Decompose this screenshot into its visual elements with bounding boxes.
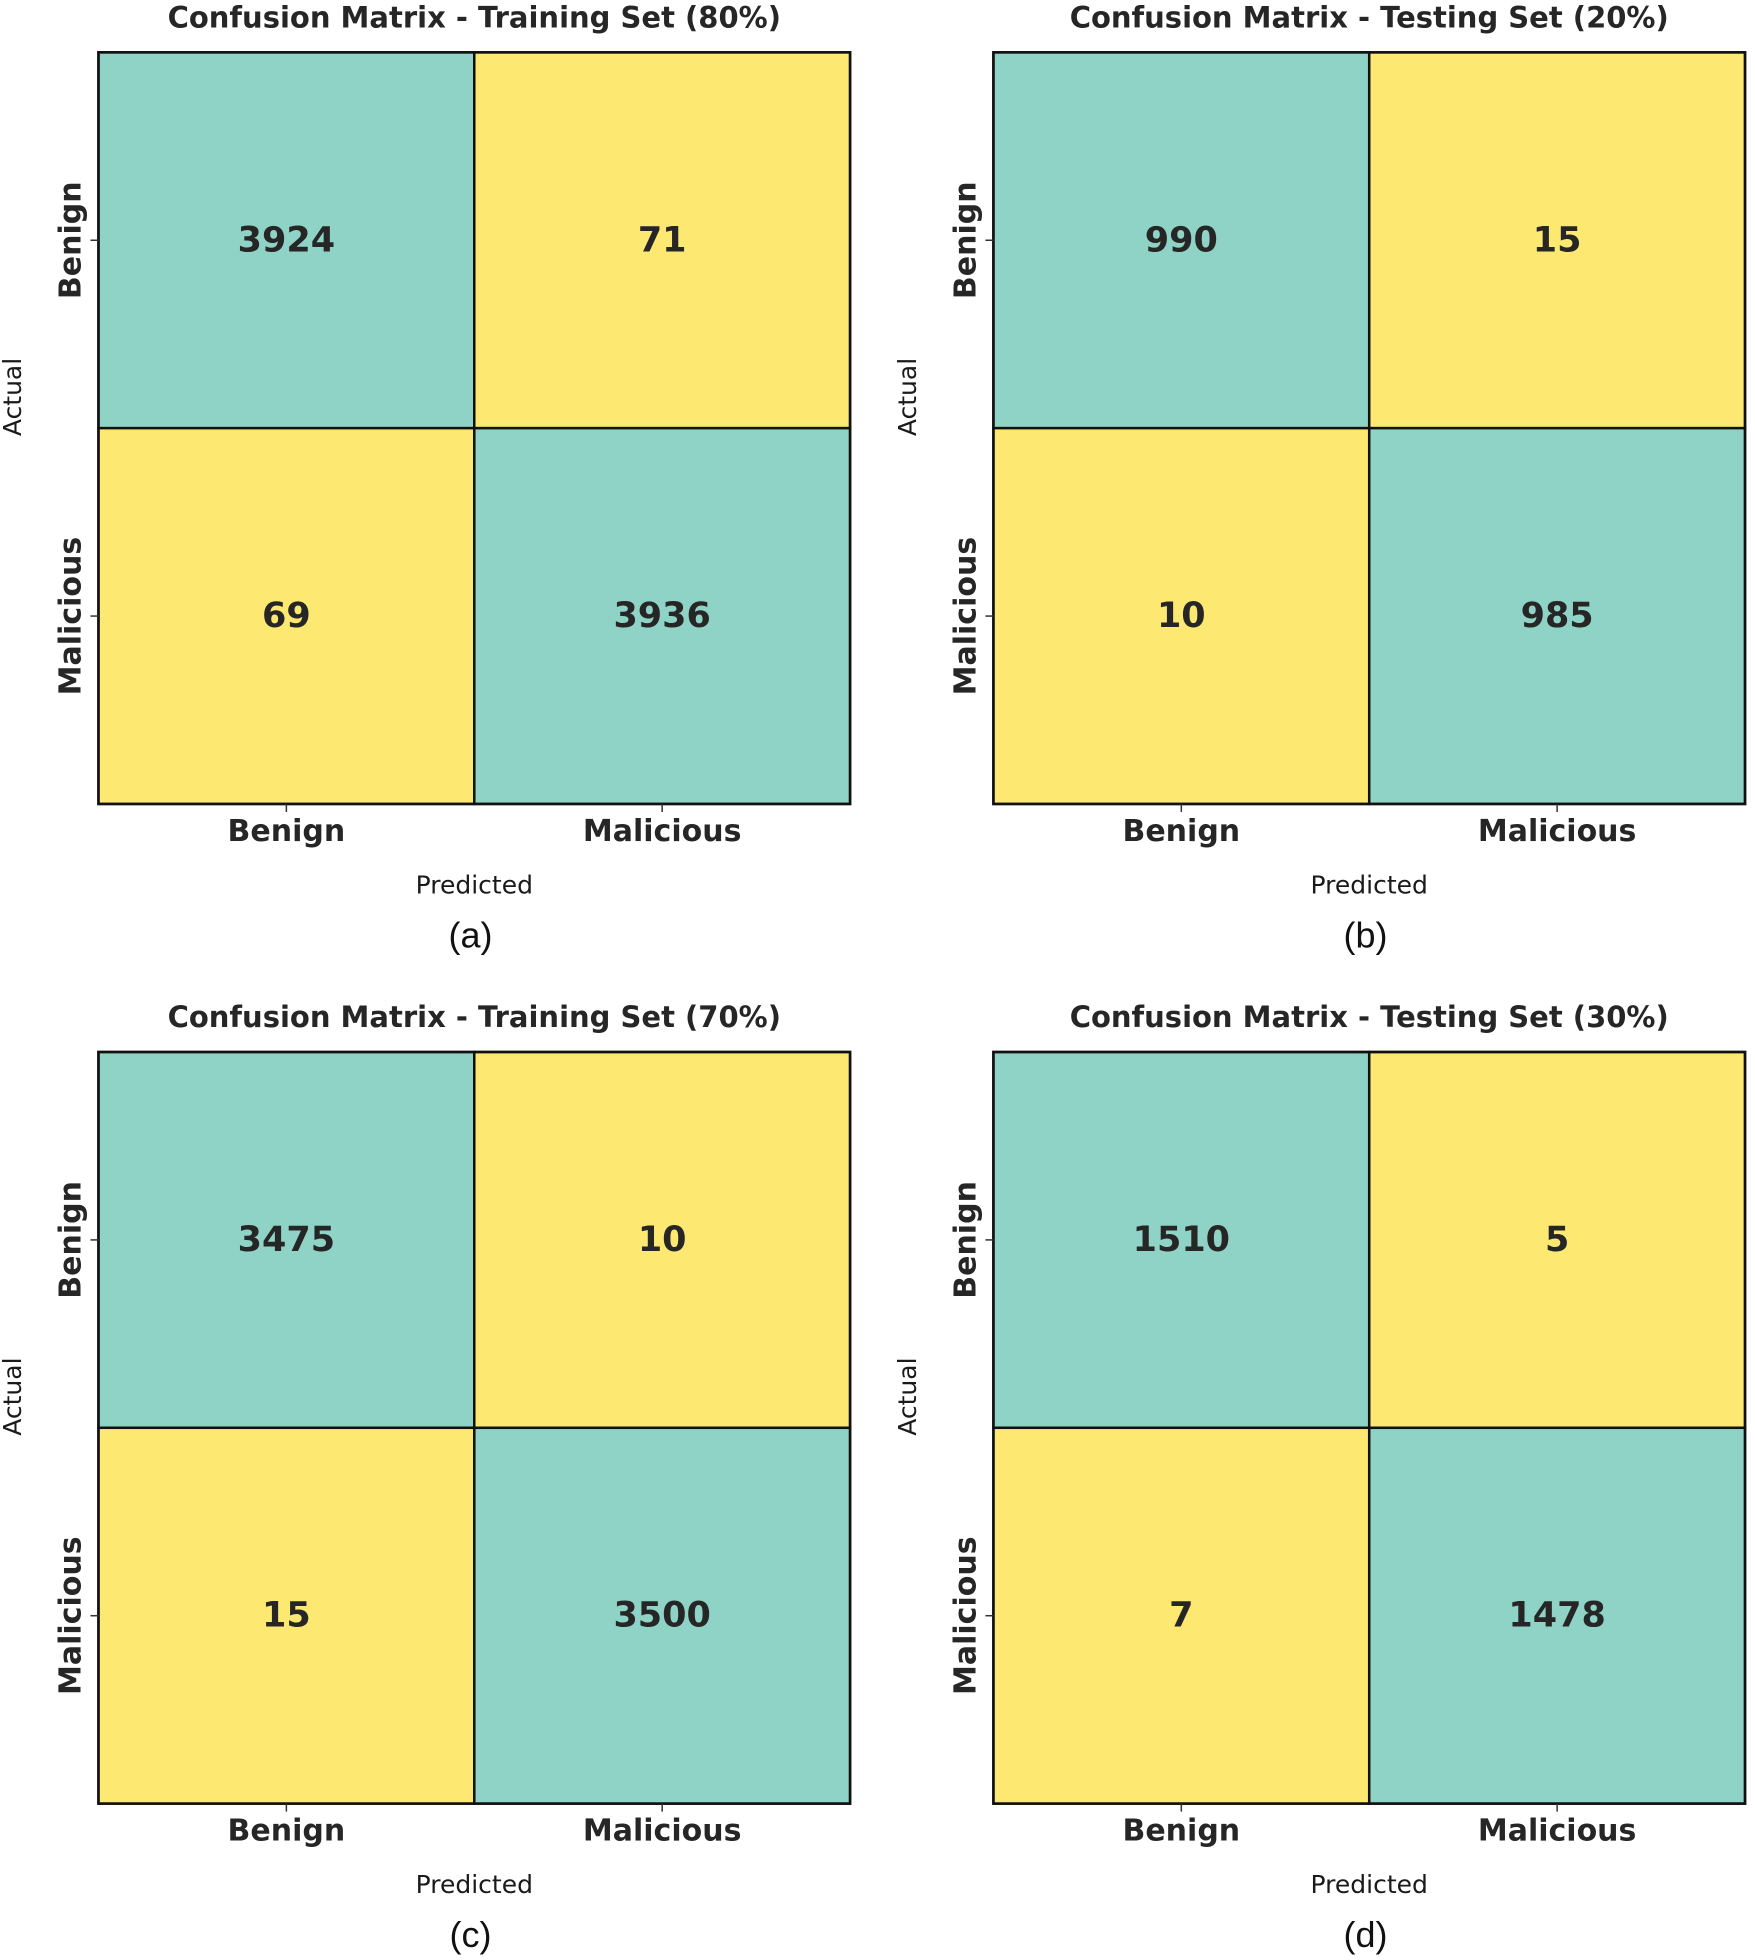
- y-tick-label: Benign: [948, 181, 983, 299]
- confusion-matrix-panel: Confusion Matrix - Testing Set (30%) 1510…: [893, 1000, 1747, 1955]
- y-tick-label: Malicious: [54, 537, 89, 696]
- cell-value-label: 990: [1145, 220, 1218, 260]
- y-axis-label: Actual: [893, 1357, 922, 1435]
- heatmap-cell: [473, 1050, 852, 1430]
- cell-value-label: 5: [1545, 1220, 1569, 1260]
- panel-label: (d): [1343, 1914, 1387, 1955]
- confusion-matrix-panel: Confusion Matrix - Training Set (80%) 392…: [0, 0, 852, 955]
- y-tick-label: Benign: [54, 181, 89, 299]
- matrix-border: [97, 51, 852, 806]
- matrix-border: [992, 51, 1747, 806]
- chart-title: Confusion Matrix - Testing Set (20%): [1070, 0, 1669, 34]
- heatmap-cell: [992, 426, 1371, 806]
- matrix-border: [97, 1050, 852, 1805]
- cell-value-label: 69: [262, 596, 311, 636]
- y-tick-label: Malicious: [54, 1536, 89, 1695]
- cell-value-label: 10: [638, 1220, 687, 1260]
- chart-title: Confusion Matrix - Training Set (80%): [168, 0, 781, 34]
- y-axis-label: Actual: [0, 358, 27, 436]
- heatmap-cell: [97, 1426, 476, 1805]
- chart-title: Confusion Matrix - Testing Set (30%): [1070, 1000, 1669, 1034]
- cell-value-label: 10: [1157, 596, 1206, 636]
- panel-label: (b): [1343, 914, 1387, 955]
- x-axis-label: Predicted: [1311, 870, 1428, 899]
- cell-value-label: 7: [1169, 1596, 1193, 1636]
- x-axis-label: Predicted: [416, 1870, 533, 1899]
- y-tick-label: Benign: [54, 1181, 89, 1299]
- heatmap-cell: [473, 51, 852, 430]
- x-tick-label: Benign: [1122, 814, 1240, 849]
- y-tick-label: Malicious: [948, 537, 983, 696]
- heatmap-cell: [97, 426, 476, 806]
- panel-label: (c): [450, 1914, 492, 1955]
- x-axis-label: Predicted: [1311, 1870, 1428, 1899]
- heatmap-cell: [97, 51, 476, 430]
- cell-value-label: 1478: [1508, 1596, 1605, 1636]
- cell-value-label: 15: [262, 1596, 311, 1636]
- heatmap-cell: [1367, 426, 1747, 806]
- heatmap-cell: [473, 1426, 852, 1805]
- cell-value-label: 3500: [613, 1596, 710, 1636]
- x-tick-label: Benign: [228, 814, 346, 849]
- cell-value-label: 71: [638, 220, 687, 260]
- y-axis-label: Actual: [893, 358, 922, 436]
- heatmap-cell: [1367, 1050, 1747, 1430]
- panel-label: (a): [449, 914, 493, 955]
- heatmap-cell: [992, 51, 1371, 430]
- cell-value-label: 3475: [238, 1220, 335, 1260]
- x-tick-label: Malicious: [1478, 814, 1637, 849]
- cell-value-label: 15: [1533, 220, 1582, 260]
- confusion-matrix-panel: Confusion Matrix - Training Set (70%) 347…: [0, 1000, 852, 1955]
- heatmap-cell: [992, 1426, 1371, 1805]
- x-axis-label: Predicted: [416, 870, 533, 899]
- x-tick-label: Malicious: [1478, 1814, 1637, 1849]
- x-tick-label: Malicious: [583, 814, 742, 849]
- heatmap-cell: [1367, 1426, 1747, 1805]
- confusion-matrix-panel: Confusion Matrix - Testing Set (20%) 990 1…: [893, 0, 1747, 955]
- y-tick-label: Benign: [948, 1181, 983, 1299]
- y-tick-label: Malicious: [948, 1536, 983, 1695]
- heatmap-cell: [992, 1050, 1371, 1430]
- cell-value-label: 3936: [613, 596, 710, 636]
- matrix-border: [992, 1050, 1747, 1805]
- x-tick-label: Benign: [228, 1814, 346, 1849]
- cell-value-label: 3924: [238, 220, 335, 260]
- cell-value-label: 1510: [1133, 1220, 1230, 1260]
- y-axis-label: Actual: [0, 1357, 27, 1435]
- chart-title: Confusion Matrix - Training Set (70%): [168, 1000, 781, 1034]
- cell-value-label: 985: [1521, 596, 1594, 636]
- x-tick-label: Malicious: [583, 1814, 742, 1849]
- heatmap-cell: [97, 1050, 476, 1430]
- x-tick-label: Benign: [1122, 1814, 1240, 1849]
- heatmap-cell: [473, 426, 852, 806]
